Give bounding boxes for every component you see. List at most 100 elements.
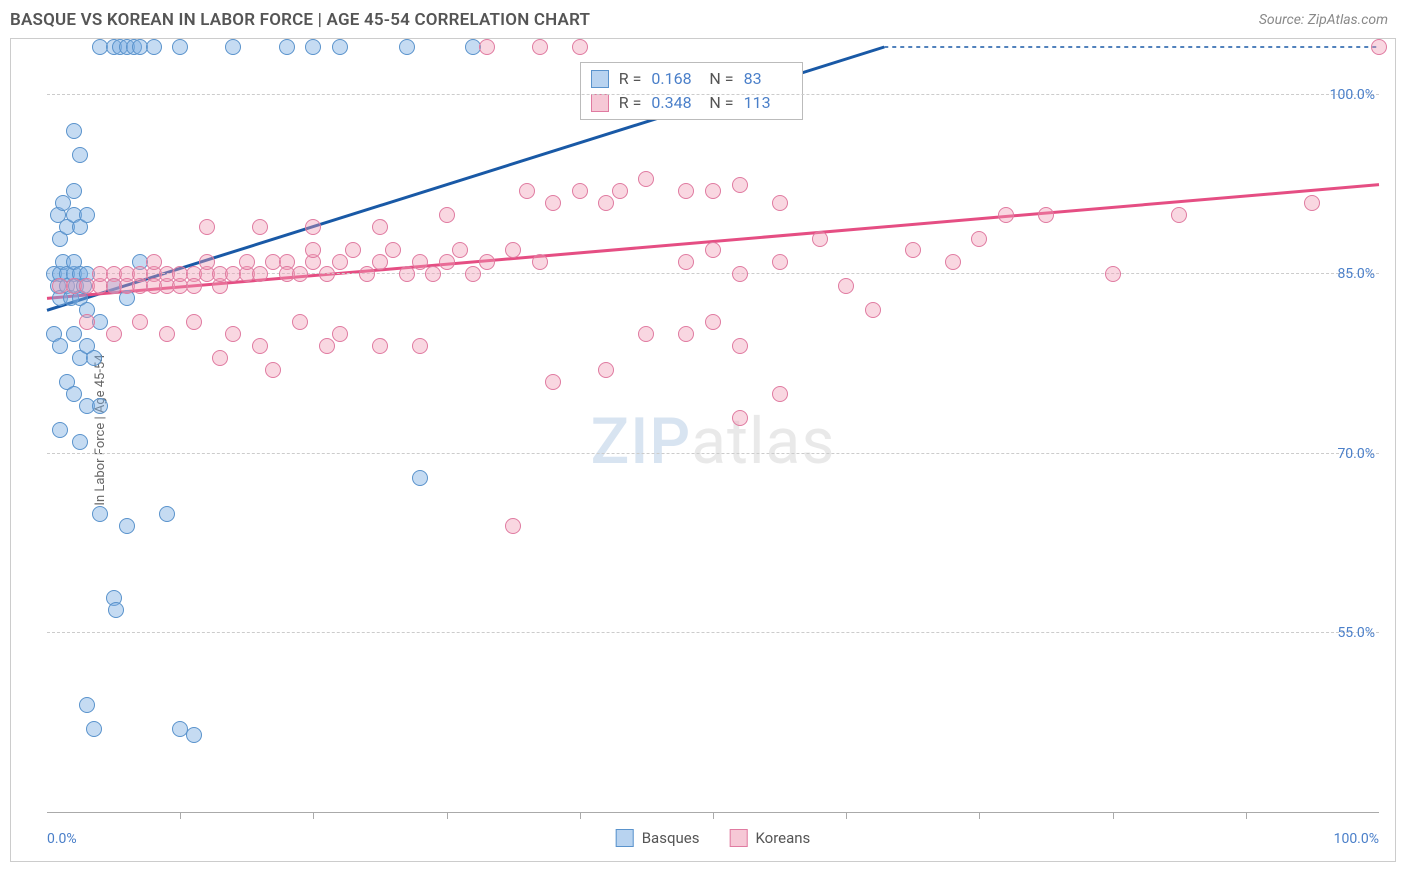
data-point [638, 326, 654, 342]
data-point [92, 398, 108, 414]
data-point [732, 266, 748, 282]
data-point [319, 338, 335, 354]
chart-container: In Labor Force | Age 45-54 0.0% 100.0% Z… [10, 38, 1396, 862]
data-point [305, 39, 321, 55]
data-point [545, 195, 561, 211]
stat-r-label: R = [619, 67, 642, 91]
data-point [905, 242, 921, 258]
data-point [598, 362, 614, 378]
data-point [252, 266, 268, 282]
data-point [225, 39, 241, 55]
data-point [319, 266, 335, 282]
data-point [479, 39, 495, 55]
data-point [772, 386, 788, 402]
data-point [1171, 207, 1187, 223]
data-point [865, 302, 881, 318]
data-point [86, 350, 102, 366]
data-point [439, 207, 455, 223]
trend-lines [47, 47, 1379, 813]
data-point [305, 219, 321, 235]
data-point [172, 39, 188, 55]
data-point [519, 183, 535, 199]
data-point [1304, 195, 1320, 211]
data-point [399, 39, 415, 55]
data-point [732, 177, 748, 193]
data-point [79, 207, 95, 223]
y-tick-label: 85.0% [1337, 266, 1375, 282]
data-point [505, 242, 521, 258]
data-point [305, 242, 321, 258]
data-point [72, 434, 88, 450]
data-point [732, 410, 748, 426]
data-point [225, 326, 241, 342]
data-point [66, 386, 82, 402]
data-point [186, 314, 202, 330]
x-axis-max-label: 100.0% [1334, 831, 1379, 847]
data-point [572, 39, 588, 55]
data-point [1038, 207, 1054, 223]
data-point [199, 254, 215, 270]
legend-swatch [729, 829, 747, 847]
source-attribution: Source: ZipAtlas.com [1259, 12, 1388, 28]
x-tick [313, 813, 314, 819]
stat-n-label: N = [709, 91, 733, 115]
legend-swatch [616, 829, 634, 847]
data-point [439, 254, 455, 270]
stat-r-label: R = [619, 91, 642, 115]
x-tick [846, 813, 847, 819]
legend-item: Koreans [729, 829, 810, 847]
data-point [199, 219, 215, 235]
data-point [705, 314, 721, 330]
data-point [119, 518, 135, 534]
x-tick [580, 813, 581, 819]
y-axis-title: In Labor Force | Age 45-54 [93, 354, 108, 505]
data-point [399, 266, 415, 282]
data-point [292, 314, 308, 330]
data-point [52, 338, 68, 354]
data-point [452, 242, 468, 258]
data-point [385, 242, 401, 258]
data-point [345, 242, 361, 258]
plot-area: In Labor Force | Age 45-54 0.0% 100.0% Z… [47, 47, 1379, 813]
data-point [159, 326, 175, 342]
data-point [359, 266, 375, 282]
data-point [532, 254, 548, 270]
chart-title: BASQUE VS KOREAN IN LABOR FORCE | AGE 45… [10, 10, 590, 30]
data-point [1105, 266, 1121, 282]
data-point [572, 183, 588, 199]
data-point [332, 39, 348, 55]
data-point [265, 362, 281, 378]
data-point [678, 254, 694, 270]
data-point [945, 254, 961, 270]
watermark: ZIPatlas [591, 404, 836, 479]
data-point [612, 183, 628, 199]
data-point [146, 39, 162, 55]
data-point [425, 266, 441, 282]
x-tick [180, 813, 181, 819]
data-point [998, 207, 1014, 223]
x-axis-min-label: 0.0% [47, 831, 77, 847]
data-point [372, 338, 388, 354]
data-point [79, 697, 95, 713]
data-point [106, 326, 122, 342]
data-point [186, 278, 202, 294]
data-point [412, 470, 428, 486]
data-point [772, 195, 788, 211]
data-point [772, 254, 788, 270]
data-point [465, 266, 481, 282]
data-point [146, 254, 162, 270]
x-tick [447, 813, 448, 819]
data-point [252, 338, 268, 354]
data-point [705, 242, 721, 258]
stat-n-label: N = [709, 67, 733, 91]
data-point [212, 350, 228, 366]
data-point [732, 338, 748, 354]
data-point [372, 254, 388, 270]
data-point [505, 518, 521, 534]
stats-row: R =0.168N =83 [591, 67, 792, 91]
data-point [66, 183, 82, 199]
data-point [132, 314, 148, 330]
stat-n-value: 83 [744, 67, 792, 91]
data-point [332, 326, 348, 342]
x-tick [713, 813, 714, 819]
